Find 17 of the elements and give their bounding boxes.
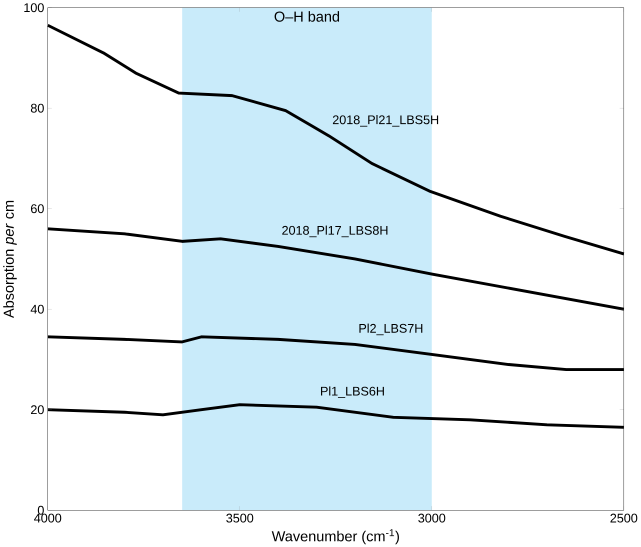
series-label: Pl1_LBS6H <box>321 386 384 398</box>
series-label: 2018_Pl17_LBS8H <box>282 225 388 237</box>
y-tick-label: 80 <box>30 104 44 112</box>
y-tick-label: 60 <box>30 204 44 213</box>
band-label: O–H band <box>274 10 340 22</box>
y-tick-label: 0 <box>38 506 44 514</box>
x-tick-label: 3500 <box>226 513 254 522</box>
y-axis-title: Absorption per cm <box>3 200 17 318</box>
x-tick-label: 3000 <box>418 513 446 522</box>
series-label: Pl2_LBS7H <box>359 323 422 335</box>
x-axis-title: Wavenumber (cm$^{-1}$) <box>272 528 399 544</box>
x-tick-label: 2500 <box>610 513 638 522</box>
x-tick-label: 4000 <box>34 513 62 522</box>
y-tick-label: 100 <box>24 2 44 12</box>
y-tick-label: 20 <box>30 405 44 414</box>
series-label: 2018_Pl21_LBS5H <box>332 114 438 126</box>
y-tick-label: 40 <box>30 304 44 314</box>
